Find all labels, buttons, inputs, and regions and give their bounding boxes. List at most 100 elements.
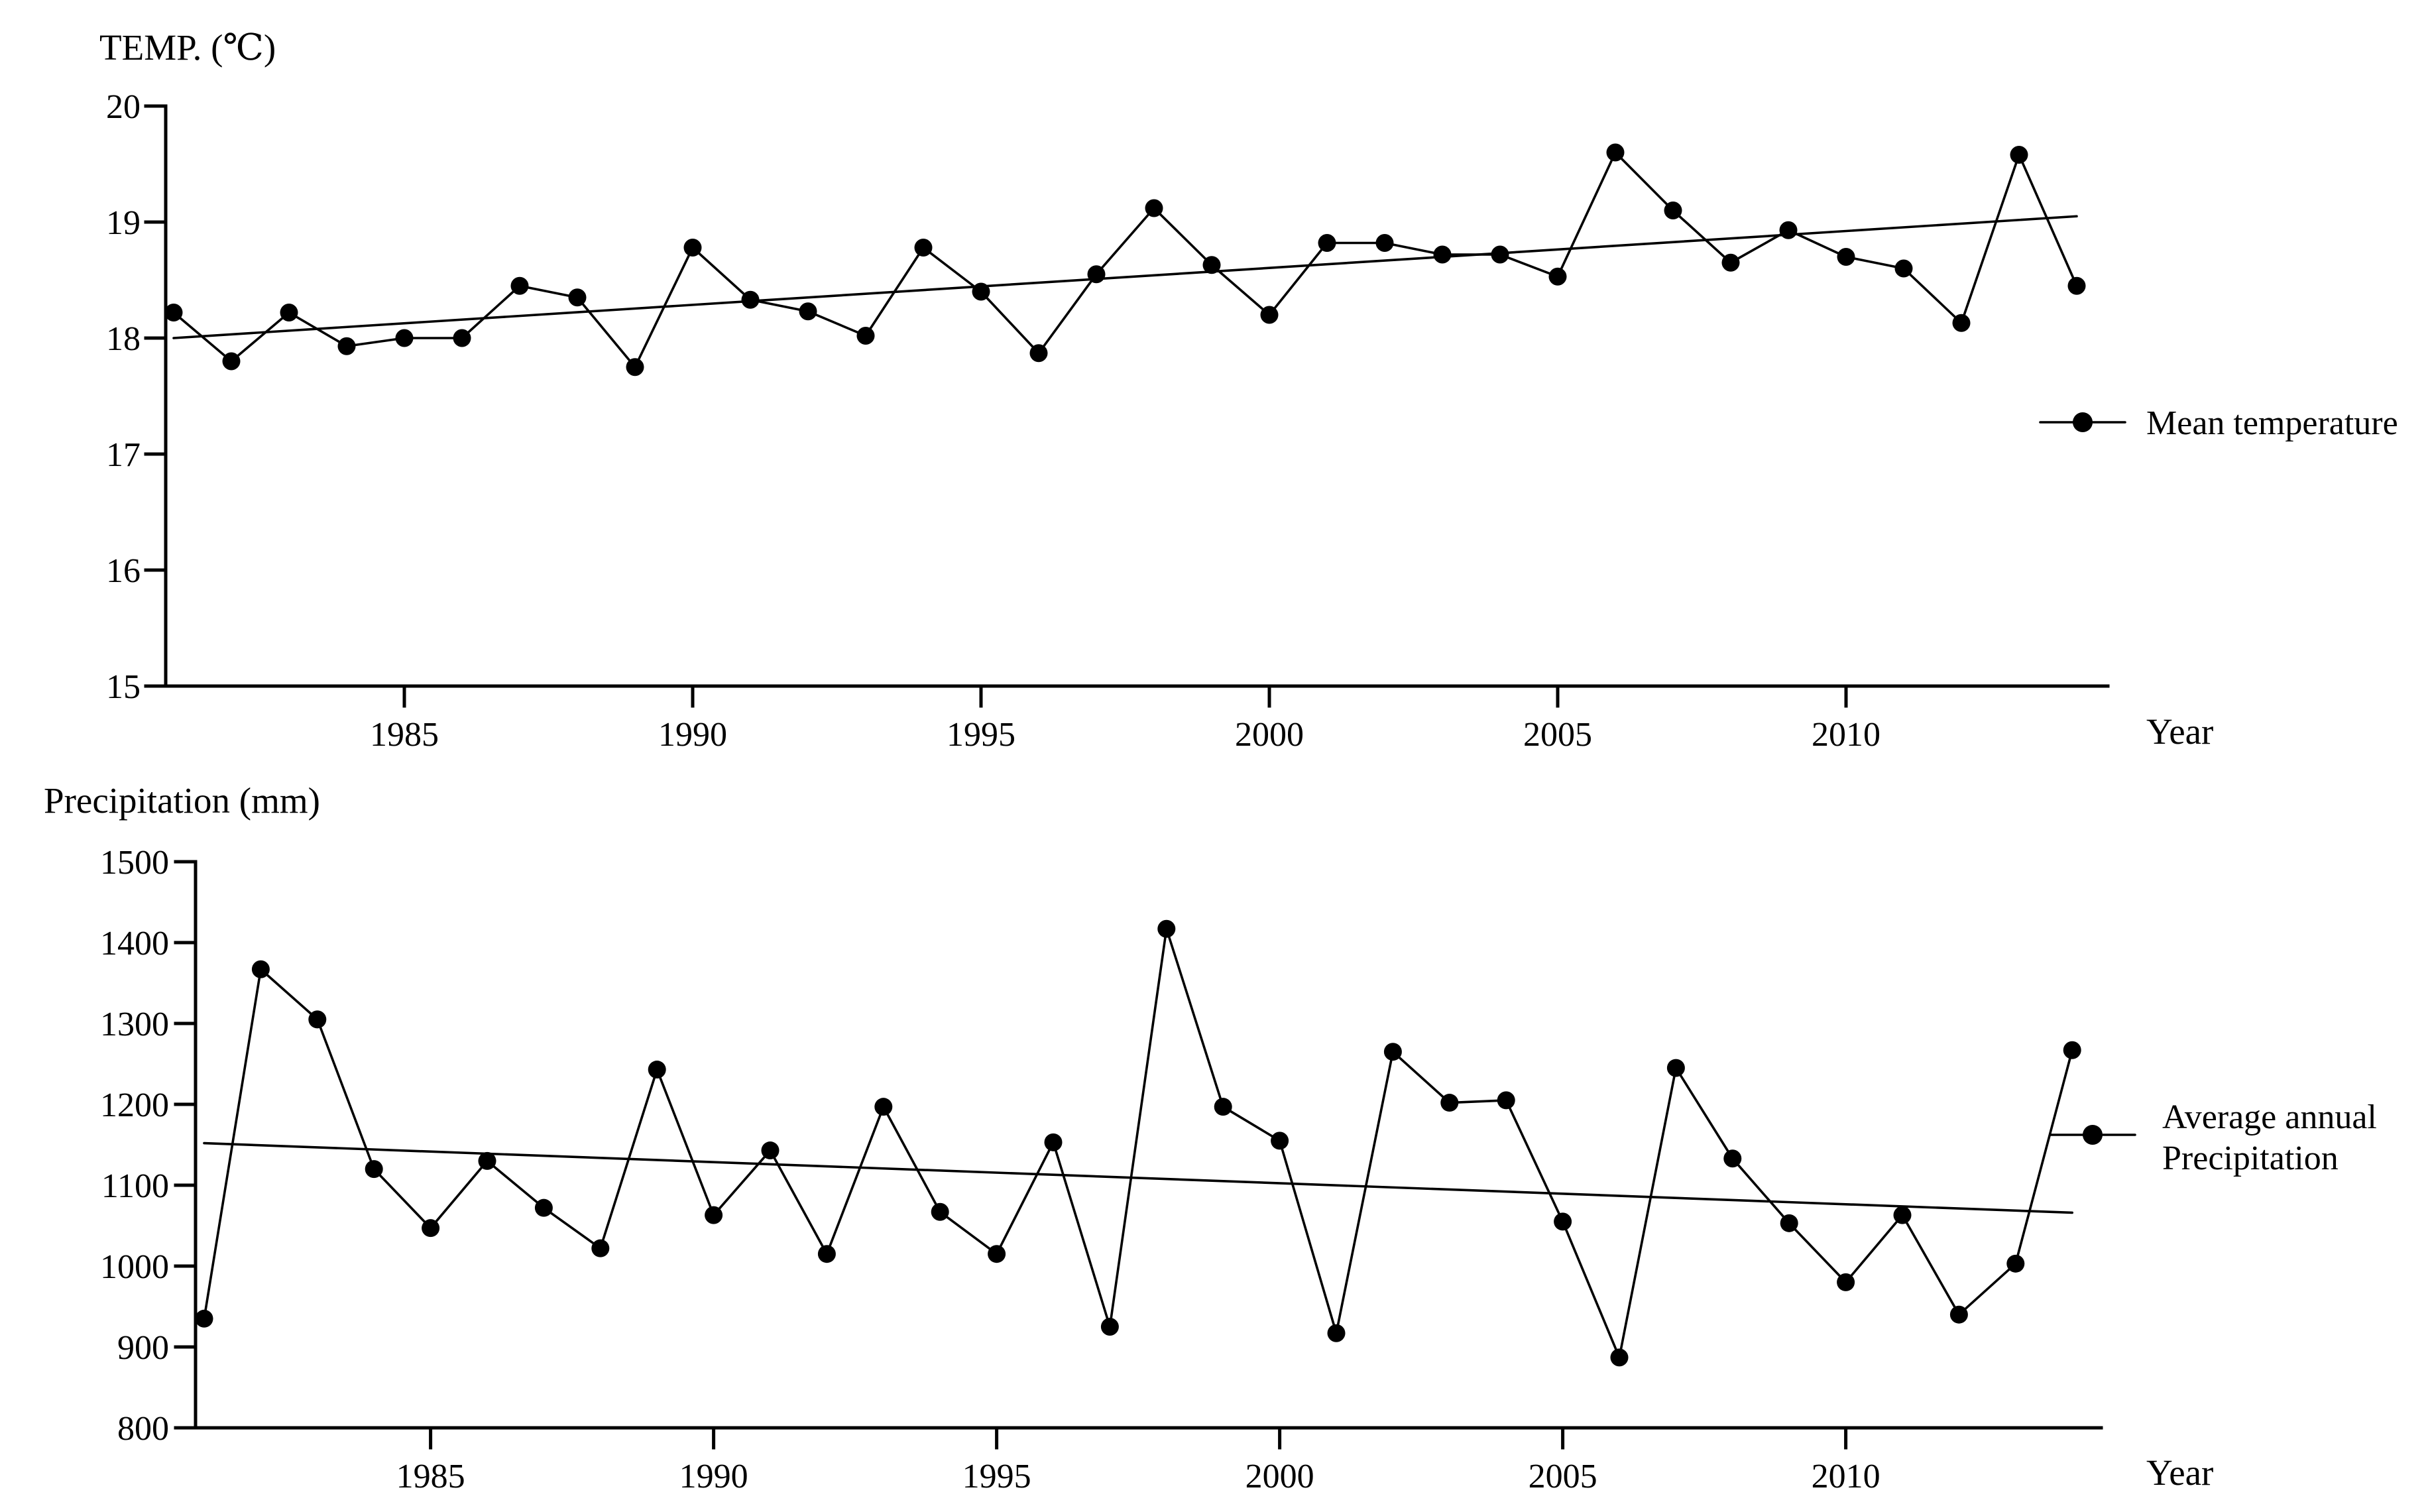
data-point [1440, 1094, 1459, 1112]
prec-plot-area: 800 900 1000 1100 1200 1300 1400 1500 1985 1990 19… [100, 844, 2136, 1495]
data-point [1318, 234, 1336, 252]
x-tick-label: 2000 [1245, 1458, 1314, 1495]
y-tick-label: 800 [117, 1410, 169, 1448]
data-point [222, 352, 241, 371]
x-tick-label: 1995 [947, 716, 1015, 754]
data-point [1260, 306, 1279, 324]
y-tick-label: 17 [106, 436, 141, 474]
x-tick-label: 1990 [679, 1458, 748, 1495]
data-point [1145, 199, 1163, 217]
x-tick-label: 2000 [1235, 716, 1304, 754]
data-point [337, 337, 356, 355]
data-point [705, 1206, 723, 1224]
data-point [453, 329, 471, 347]
data-point [1375, 234, 1394, 252]
data-point [1497, 1091, 1515, 1110]
data-point [1952, 314, 1971, 332]
data-point [1666, 1059, 1685, 1077]
data-point [510, 276, 529, 295]
data-point [626, 358, 644, 377]
trend-line [203, 1141, 2073, 1214]
precipitation-chart: Precipitation (mm) Year Average annual P… [0, 762, 2430, 1512]
data-point [856, 327, 875, 345]
data-point [1087, 265, 1106, 284]
y-tick-label: 15 [106, 668, 141, 706]
x-tick-label: 2005 [1529, 1458, 1597, 1495]
y-tick-label: 16 [106, 552, 141, 590]
prec-x-axis-label: Year [2146, 1452, 2213, 1493]
x-tick-label: 1990 [658, 716, 727, 754]
y-tick-label: 1300 [100, 1006, 169, 1043]
data-point [1100, 1318, 1119, 1336]
data-point [1491, 245, 1509, 264]
y-tick-label: 1500 [100, 844, 169, 882]
data-point [2010, 146, 2028, 164]
data-point [164, 304, 183, 321]
data-point [1433, 245, 1452, 264]
y-tick-label: 1400 [100, 925, 169, 962]
data-point [2006, 1254, 2025, 1273]
data-point [683, 239, 702, 257]
prec-legend-label-line1: Average annual [2162, 1098, 2377, 1136]
data-point [1327, 1324, 1346, 1342]
x-tick-label: 1995 [962, 1458, 1031, 1495]
data-point [1780, 1214, 1798, 1232]
data-point [1548, 267, 1567, 286]
data-point [365, 1160, 383, 1179]
data-point [534, 1198, 553, 1217]
data-point [1157, 919, 1176, 938]
data-point [914, 239, 933, 257]
temp-plot-area: 15 16 17 18 19 20 1985 1990 1995 2000 2005 2010 [106, 88, 2126, 754]
data-point [1949, 1305, 1968, 1324]
data-point [422, 1219, 440, 1238]
x-tick-label: 2005 [1523, 716, 1592, 754]
data-point [972, 282, 990, 301]
data-point [251, 960, 270, 978]
trend-line [172, 215, 2078, 339]
y-tick-label: 20 [106, 88, 141, 126]
data-point [1610, 1348, 1629, 1367]
x-tick-label: 2010 [1812, 1458, 1880, 1495]
data-point [1837, 248, 1855, 266]
temp-legend-label: Mean temperature [2146, 404, 2398, 442]
data-point [1554, 1212, 1572, 1231]
data-point [1779, 221, 1798, 239]
y-tick-label: 19 [106, 204, 141, 242]
data-point [817, 1245, 836, 1263]
x-tick-label: 1985 [370, 716, 439, 754]
data-point [1837, 1273, 1855, 1291]
data-point [988, 1245, 1006, 1263]
data-point [761, 1141, 780, 1160]
data-point [478, 1151, 496, 1170]
temp-chart-title: TEMP. (℃) [99, 27, 276, 68]
data-point [1383, 1043, 1402, 1061]
data-line [172, 151, 2078, 369]
data-point [395, 329, 414, 347]
data-point [1606, 143, 1625, 162]
legend-marker-dot [2083, 1125, 2103, 1145]
data-point [1202, 256, 1221, 274]
temperature-chart-svg: TEMP. (℃) Year Mean temperature 15 16 17 18… [99, 27, 2398, 754]
data-point [591, 1239, 610, 1257]
data-point [1271, 1132, 1289, 1150]
data-point [1894, 259, 1913, 278]
data-point [1893, 1206, 1912, 1224]
data-point [280, 304, 298, 321]
data-point [874, 1098, 893, 1116]
data-point [1721, 253, 1740, 272]
temp-x-axis-label: Year [2146, 711, 2213, 752]
precipitation-chart-svg: Precipitation (mm) Year Average annual P… [44, 780, 2377, 1495]
legend-marker-dot [2073, 412, 2093, 432]
data-point [1214, 1098, 1232, 1116]
data-point [2063, 1041, 2081, 1059]
y-tick-label: 1000 [100, 1248, 169, 1286]
data-point [799, 302, 817, 321]
y-tick-label: 1100 [101, 1167, 169, 1205]
data-point [648, 1061, 666, 1079]
prec-legend-label-line2: Precipitation [2162, 1139, 2339, 1177]
data-point [568, 288, 587, 307]
x-tick-label: 2010 [1812, 716, 1880, 754]
y-tick-label: 1200 [100, 1086, 169, 1124]
data-point [1029, 344, 1048, 363]
data-point [741, 290, 760, 309]
